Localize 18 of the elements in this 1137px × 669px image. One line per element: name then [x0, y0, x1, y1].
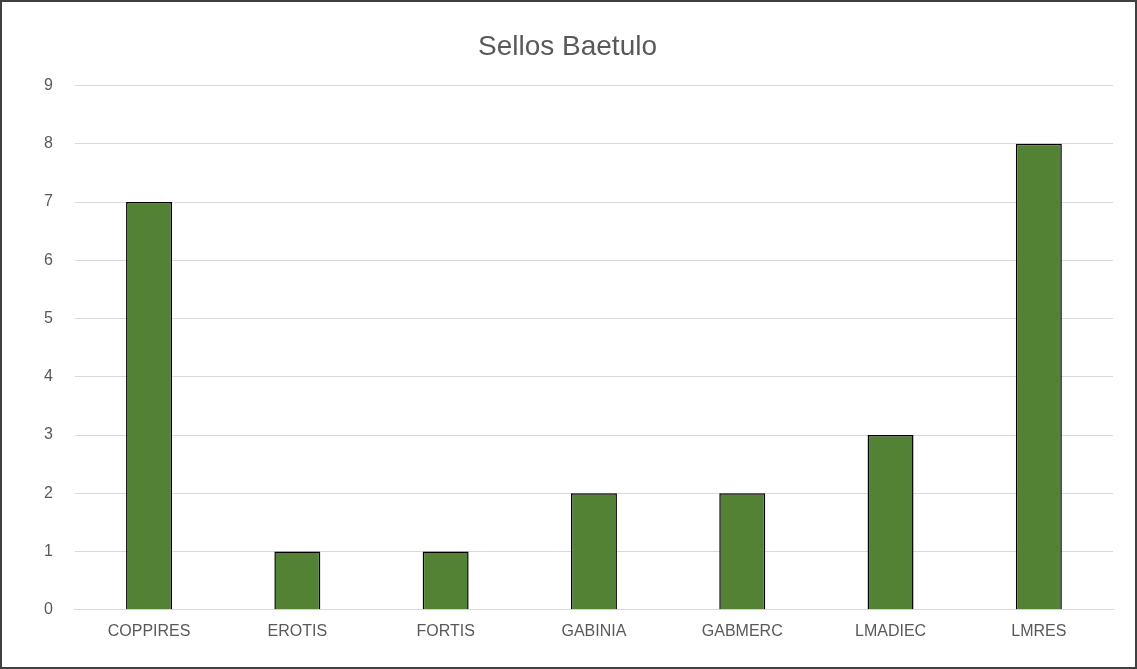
y-tick-label: 9 — [43, 76, 53, 94]
x-tick-label: GABMERC — [701, 621, 783, 639]
chart-title: Sellos Baetulo — [477, 29, 658, 61]
y-tick-label: 8 — [43, 134, 53, 152]
y-tick-label: 7 — [43, 192, 53, 210]
y-tick-label: 0 — [43, 600, 53, 618]
x-tick-label: COPPIRES — [107, 621, 191, 639]
y-tick-label: 3 — [43, 425, 53, 443]
x-tick-label: GABINIA — [561, 621, 627, 639]
y-tick-label: 5 — [43, 308, 53, 326]
x-tick-label: LMRES — [1011, 621, 1067, 639]
x-tick-label: LMADIEC — [854, 621, 927, 639]
y-tick-label: 2 — [43, 483, 53, 501]
x-tick-label: FORTIS — [416, 621, 475, 639]
y-tick-label: 6 — [43, 250, 53, 268]
y-tick-label: 1 — [43, 541, 53, 559]
y-tick-label: 4 — [43, 367, 53, 385]
x-tick-label: EROTIS — [267, 621, 328, 639]
